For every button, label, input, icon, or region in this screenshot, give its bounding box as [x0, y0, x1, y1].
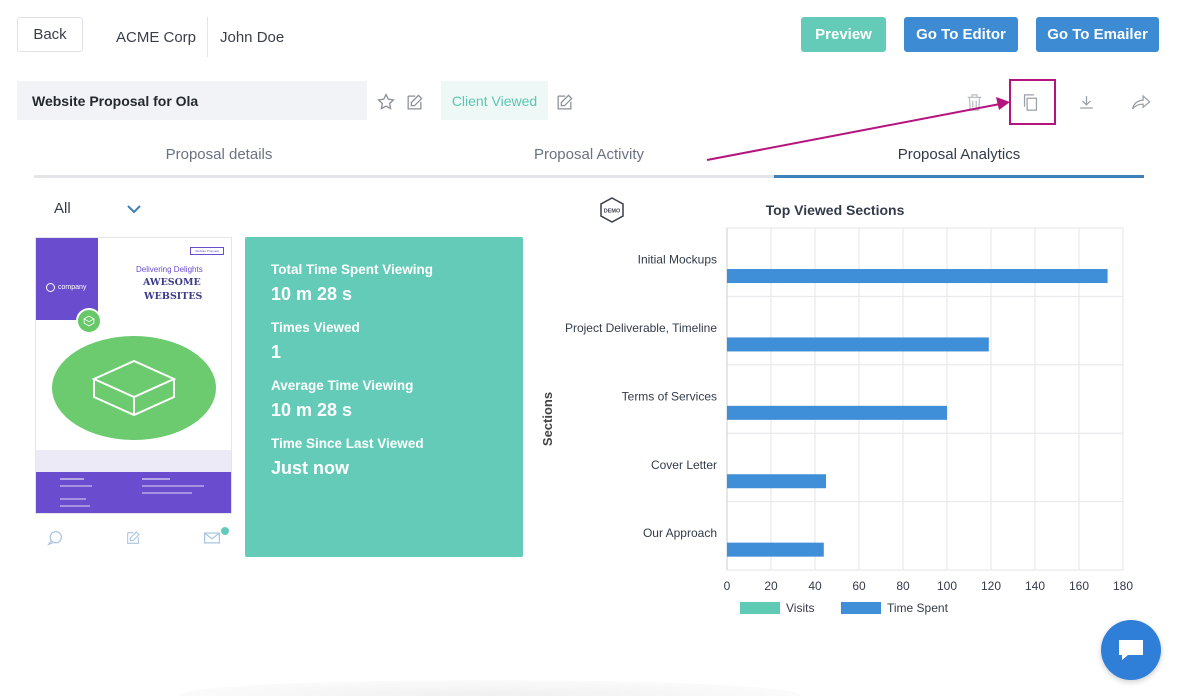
- thumb-footer-block: [36, 472, 231, 513]
- thumb-brand: company: [46, 283, 86, 292]
- thumb-headline-1: AWESOME: [143, 277, 201, 288]
- chat-button[interactable]: [1101, 620, 1161, 680]
- x-tick-label: 160: [1069, 579, 1089, 593]
- go-to-editor-button[interactable]: Go To Editor: [904, 17, 1018, 52]
- chart-title: Top Viewed Sections: [766, 202, 905, 218]
- thumb-brand-block: [36, 238, 98, 320]
- y-tick-label: Our Approach: [643, 526, 717, 540]
- y-tick-label: Project Deliverable, Timeline: [565, 321, 717, 335]
- copy-icon[interactable]: [1019, 91, 1041, 113]
- stat-value: 10 m 28 s: [271, 400, 353, 420]
- x-tick-label: 80: [896, 579, 910, 593]
- bar-time-spent: [727, 405, 947, 420]
- x-tick-label: 0: [724, 579, 731, 593]
- star-icon[interactable]: [375, 91, 397, 113]
- bar-time-spent: [727, 269, 1108, 284]
- tab-proposal-activity[interactable]: Proposal Activity: [533, 146, 645, 163]
- legend-swatch: [841, 602, 881, 614]
- company-logo-icon: [46, 283, 55, 292]
- stat-label: Total Time Spent Viewing: [271, 262, 434, 277]
- chat-icon: [1119, 640, 1143, 660]
- notification-dot: [221, 527, 229, 535]
- stat-value: 1: [271, 342, 282, 362]
- company-name: ACME Corp: [116, 29, 197, 46]
- legend-swatch: [740, 602, 780, 614]
- contact-name: John Doe: [220, 29, 285, 46]
- tab-proposal-analytics[interactable]: Proposal Analytics: [774, 138, 1144, 178]
- stat-label: Average Time Viewing: [271, 378, 414, 393]
- thumb-badge-icon: [76, 308, 102, 334]
- proposal-title: Website Proposal for Ola: [17, 81, 367, 120]
- box-icon: [52, 336, 216, 440]
- bar-time-spent: [727, 474, 826, 489]
- chevron-down-icon[interactable]: [126, 202, 142, 220]
- proposal-thumbnail[interactable]: company Website Proposal Delivering Deli…: [35, 237, 232, 514]
- y-tick-label: Cover Letter: [651, 458, 717, 472]
- comment-icon[interactable]: [46, 530, 63, 551]
- x-tick-label: 120: [981, 579, 1001, 593]
- stat-label: Times Viewed: [271, 320, 360, 335]
- back-button[interactable]: Back: [17, 17, 83, 52]
- legend-label: Visits: [786, 601, 814, 615]
- tab-proposal-details[interactable]: Proposal details: [165, 146, 273, 163]
- stat-label: Time Since Last Viewed: [271, 436, 424, 451]
- x-tick-label: 180: [1113, 579, 1133, 593]
- bar-time-spent: [727, 542, 824, 557]
- x-tick-label: 20: [764, 579, 778, 593]
- thumb-tagline: Delivering Delights: [136, 265, 203, 274]
- y-tick-label: Initial Mockups: [638, 253, 717, 267]
- legend-label: Time Spent: [887, 601, 949, 615]
- y-tick-label: Terms of Services: [622, 389, 717, 403]
- preview-button[interactable]: Preview: [801, 17, 886, 52]
- proposal-tabs: Proposal details Proposal Activity Propo…: [34, 138, 1144, 178]
- bar-time-spent: [727, 337, 989, 352]
- edit-icon[interactable]: [125, 530, 141, 551]
- top-viewed-sections-chart: Top Viewed Sections 0 20 40 60 80 100 120 140 160…: [540, 202, 1133, 615]
- stat-value: Just now: [271, 458, 350, 478]
- stat-value: 10 m 28 s: [271, 284, 353, 304]
- filter-select[interactable]: All: [54, 200, 71, 217]
- edit-status-icon[interactable]: [553, 91, 575, 113]
- thumbnail-actions: [35, 527, 232, 554]
- y-axis-label: Sections: [540, 392, 555, 446]
- demo-badge: DEMO: [599, 197, 625, 228]
- x-tick-label: 100: [937, 579, 957, 593]
- thumb-headline-2: WEBSITES: [144, 291, 203, 302]
- share-icon[interactable]: [1129, 91, 1153, 113]
- go-to-emailer-button[interactable]: Go To Emailer: [1036, 17, 1159, 52]
- breadcrumb-divider: [207, 17, 208, 57]
- mail-icon[interactable]: [203, 530, 221, 551]
- x-tick-label: 60: [852, 579, 866, 593]
- view-stats-card: Total Time Spent Viewing 10 m 28 s Times…: [245, 237, 523, 557]
- edit-title-icon[interactable]: [403, 91, 425, 113]
- x-tick-label: 140: [1025, 579, 1045, 593]
- thumb-divider-band: [36, 450, 231, 472]
- x-tick-label: 40: [808, 579, 822, 593]
- status-badge: Client Viewed: [441, 81, 548, 120]
- thumb-brand-label: company: [58, 284, 87, 291]
- download-icon[interactable]: [1075, 91, 1097, 113]
- thumb-tag-box: Website Proposal: [190, 247, 224, 255]
- bottom-shadow: [180, 680, 800, 696]
- demo-badge-label: DEMO: [604, 209, 621, 215]
